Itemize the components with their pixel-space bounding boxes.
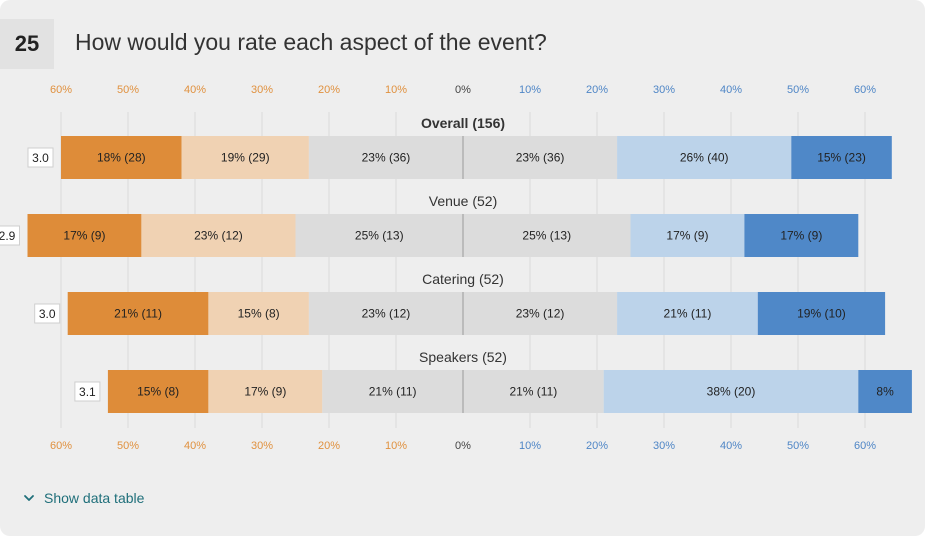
score-box bbox=[27, 147, 54, 168]
bar-segment bbox=[181, 136, 309, 179]
tick-label-top: 50% bbox=[787, 84, 809, 96]
chevron-down-icon bbox=[24, 495, 34, 501]
tick-label-bottom: 20% bbox=[318, 440, 340, 452]
data-label: 8% bbox=[876, 385, 894, 399]
bar-segment bbox=[208, 370, 323, 413]
tick-label-top: 30% bbox=[653, 84, 675, 96]
data-label: 17% (9) bbox=[244, 385, 286, 399]
score-value: 3.1 bbox=[79, 385, 96, 399]
bar-segment bbox=[744, 214, 859, 257]
tick-label-bottom: 50% bbox=[117, 440, 139, 452]
bar-segment bbox=[141, 214, 296, 257]
tick-label-top: 20% bbox=[586, 84, 608, 96]
bar-segment bbox=[757, 292, 886, 335]
score-value: 3.0 bbox=[39, 307, 56, 321]
data-label: 15% (23) bbox=[817, 151, 866, 165]
bar-segment bbox=[61, 136, 182, 179]
bar-segment bbox=[603, 370, 859, 413]
bar-segment bbox=[791, 136, 892, 179]
data-label: 23% (12) bbox=[516, 307, 565, 321]
bar-segment bbox=[322, 370, 463, 413]
tick-label-top: 30% bbox=[251, 84, 273, 96]
bar-segment bbox=[308, 292, 463, 335]
data-label: 17% (9) bbox=[780, 229, 822, 243]
tick-label-bottom: 30% bbox=[653, 440, 675, 452]
bar-segment bbox=[295, 214, 463, 257]
data-label: 19% (29) bbox=[221, 151, 270, 165]
score-value: 2.9 bbox=[0, 229, 16, 243]
bar-segment bbox=[617, 292, 758, 335]
data-label: 21% (11) bbox=[664, 307, 712, 321]
tick-label-top: 60% bbox=[854, 84, 876, 96]
row-label: Catering (52) bbox=[422, 271, 504, 287]
tick-label-bottom: 40% bbox=[720, 440, 742, 452]
data-label: 18% (28) bbox=[97, 151, 146, 165]
tick-label-top: 0% bbox=[455, 84, 471, 96]
data-label: 21% (11) bbox=[509, 385, 557, 399]
bar-segment bbox=[107, 370, 209, 413]
tick-label-top: 60% bbox=[50, 84, 72, 96]
data-label: 23% (12) bbox=[362, 307, 411, 321]
tick-label-top: 40% bbox=[184, 84, 206, 96]
show-data-table-toggle[interactable]: Show data table bbox=[22, 490, 144, 506]
data-label: 21% (11) bbox=[369, 385, 417, 399]
score-box bbox=[74, 381, 101, 402]
data-label: 15% (8) bbox=[137, 385, 179, 399]
tick-label-bottom: 10% bbox=[385, 440, 407, 452]
tick-label-bottom: 40% bbox=[184, 440, 206, 452]
bar-segment bbox=[858, 370, 912, 413]
bar-segment bbox=[617, 136, 792, 179]
bar-segment bbox=[27, 214, 142, 257]
tick-label-top: 50% bbox=[117, 84, 139, 96]
bar-segment bbox=[308, 136, 463, 179]
score-value: 3.0 bbox=[32, 151, 49, 165]
tick-label-bottom: 60% bbox=[50, 440, 72, 452]
bar-segment bbox=[208, 292, 309, 335]
tick-label-bottom: 60% bbox=[854, 440, 876, 452]
data-label: 19% (10) bbox=[797, 307, 846, 321]
question-title: How would you rate each aspect of the ev… bbox=[75, 29, 547, 55]
question-number: 25 bbox=[0, 19, 54, 69]
tick-label-top: 40% bbox=[720, 84, 742, 96]
bar-segment bbox=[67, 292, 209, 335]
data-label: 38% (20) bbox=[707, 385, 756, 399]
tick-label-bottom: 30% bbox=[251, 440, 273, 452]
data-label: 25% (13) bbox=[355, 229, 404, 243]
diverging-bar-chart: 60% 50% 40% 30% 20% 10% 0% 10% 20% 30% 40% 50% 60% 60… bbox=[0, 84, 912, 452]
data-label: 17% (9) bbox=[63, 229, 105, 243]
data-label: 21% (11) bbox=[114, 307, 162, 321]
data-label: 15% (8) bbox=[238, 307, 280, 321]
tick-label-top: 10% bbox=[385, 84, 407, 96]
row-label: Venue (52) bbox=[429, 193, 498, 209]
data-label: 17% (9) bbox=[666, 229, 708, 243]
data-label: 26% (40) bbox=[680, 151, 729, 165]
bar-segment bbox=[463, 136, 618, 179]
bar-segment bbox=[630, 214, 745, 257]
show-data-table-label: Show data table bbox=[44, 490, 145, 506]
bar-segment bbox=[463, 292, 618, 335]
row-label: Overall (156) bbox=[421, 115, 505, 131]
tick-label-bottom: 0% bbox=[455, 440, 471, 452]
tick-label-top: 10% bbox=[519, 84, 541, 96]
tick-label-bottom: 20% bbox=[586, 440, 608, 452]
score-box bbox=[34, 303, 61, 324]
row-label: Speakers (52) bbox=[419, 349, 507, 365]
bar-segment bbox=[463, 214, 631, 257]
tick-label-bottom: 10% bbox=[519, 440, 541, 452]
score-box bbox=[0, 225, 20, 246]
tick-label-top: 20% bbox=[318, 84, 340, 96]
data-label: 25% (13) bbox=[522, 229, 571, 243]
tick-label-bottom: 50% bbox=[787, 440, 809, 452]
data-label: 23% (12) bbox=[194, 229, 243, 243]
data-label: 23% (36) bbox=[362, 151, 411, 165]
bar-segment bbox=[463, 370, 604, 413]
data-label: 23% (36) bbox=[516, 151, 565, 165]
